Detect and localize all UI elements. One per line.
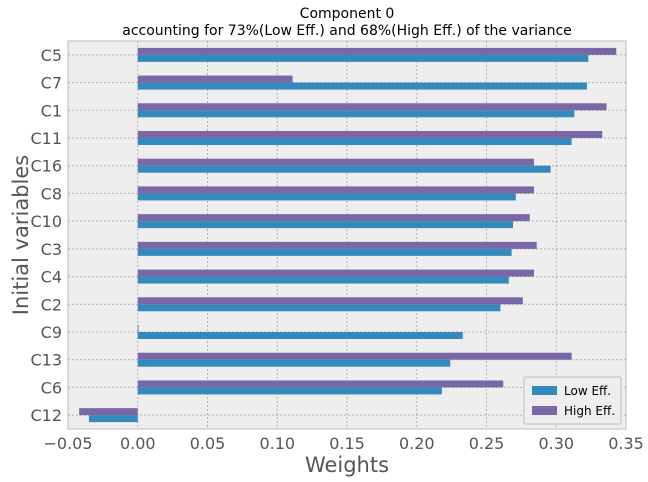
y-tick-label: C11 bbox=[30, 129, 62, 148]
bar-low-eff-c7 bbox=[137, 82, 587, 90]
y-tick-labels: C5 C7 C1 C11 C16 C8 C10 C3 C4 C2 C9 C13 C6 C12 bbox=[30, 46, 62, 425]
y-tick-label: C13 bbox=[30, 351, 62, 370]
y-tick-label: C12 bbox=[30, 406, 62, 425]
bar-high-eff-c16 bbox=[137, 158, 534, 166]
bar-low-eff-c8 bbox=[137, 193, 516, 201]
y-tick-label: C1 bbox=[41, 101, 62, 120]
x-tick-label: 0.30 bbox=[538, 434, 574, 453]
bar-high-eff-c12 bbox=[79, 408, 138, 416]
legend-swatch-high-eff bbox=[532, 406, 557, 415]
chart-subtitle: accounting for 73%(Low Eff.) and 68%(Hig… bbox=[122, 23, 572, 39]
bar-high-eff-c3 bbox=[137, 241, 537, 249]
bar-high-eff-c5 bbox=[137, 47, 617, 55]
bar-low-eff-c9 bbox=[137, 332, 463, 339]
y-tick-label: C8 bbox=[41, 184, 62, 203]
legend: Low Eff. High Eff. bbox=[523, 376, 622, 425]
x-tick-label: 0.35 bbox=[608, 434, 644, 453]
y-tick-label: C16 bbox=[30, 157, 62, 176]
bar-low-eff-c11 bbox=[137, 138, 572, 145]
x-tick-label: 0.25 bbox=[469, 434, 505, 453]
bar-high-eff-c9 bbox=[137, 325, 139, 332]
x-tick-label: 0.00 bbox=[120, 434, 156, 453]
x-tick-label: −0.05 bbox=[43, 434, 92, 453]
x-axis-label: Weights bbox=[305, 453, 389, 477]
x-tick-label: 0.10 bbox=[259, 434, 295, 453]
bar-low-eff-c13 bbox=[137, 359, 451, 367]
bar-low-eff-c10 bbox=[137, 221, 514, 229]
y-tick-label: C5 bbox=[41, 46, 62, 65]
bars bbox=[79, 47, 617, 423]
x-tick-label: 0.20 bbox=[399, 434, 435, 453]
y-tick-label: C4 bbox=[41, 268, 62, 287]
y-tick-label: C10 bbox=[30, 212, 62, 231]
bar-low-eff-c2 bbox=[137, 304, 501, 312]
bar-high-eff-c1 bbox=[137, 103, 607, 111]
bar-low-eff-c5 bbox=[137, 54, 589, 62]
bar-low-eff-c1 bbox=[137, 110, 575, 118]
legend-label-low-eff: Low Eff. bbox=[564, 384, 611, 398]
bar-high-eff-c13 bbox=[137, 352, 572, 360]
bar-high-eff-c6 bbox=[137, 380, 504, 388]
bar-low-eff-c12 bbox=[88, 415, 138, 423]
bar-high-eff-c10 bbox=[137, 214, 530, 222]
legend-swatch-low-eff bbox=[532, 386, 557, 395]
y-tick-label: C9 bbox=[41, 323, 62, 342]
x-tick-label: 0.05 bbox=[190, 434, 226, 453]
y-tick-label: C2 bbox=[41, 295, 62, 314]
bar-low-eff-c6 bbox=[137, 387, 442, 395]
chart-title: Component 0 bbox=[300, 6, 395, 22]
x-tick-labels: −0.05 0.00 0.05 0.10 0.15 0.20 0.25 0.30 0.35 bbox=[43, 434, 643, 453]
x-tick-label: 0.15 bbox=[329, 434, 365, 453]
bar-low-eff-c3 bbox=[137, 248, 512, 256]
y-tick-label: C3 bbox=[41, 240, 62, 259]
bar-high-eff-c4 bbox=[137, 269, 534, 277]
bar-low-eff-c16 bbox=[137, 165, 551, 173]
y-tick-label: C6 bbox=[41, 378, 62, 397]
legend-label-high-eff: High Eff. bbox=[564, 404, 615, 418]
y-tick-label: C7 bbox=[41, 74, 62, 93]
y-axis-label: Initial variables bbox=[9, 155, 33, 315]
bar-high-eff-c2 bbox=[137, 297, 523, 305]
bar-high-eff-c11 bbox=[137, 131, 603, 138]
bar-high-eff-c7 bbox=[137, 75, 293, 83]
bar-low-eff-c4 bbox=[137, 276, 509, 284]
bar-high-eff-c8 bbox=[137, 186, 534, 194]
